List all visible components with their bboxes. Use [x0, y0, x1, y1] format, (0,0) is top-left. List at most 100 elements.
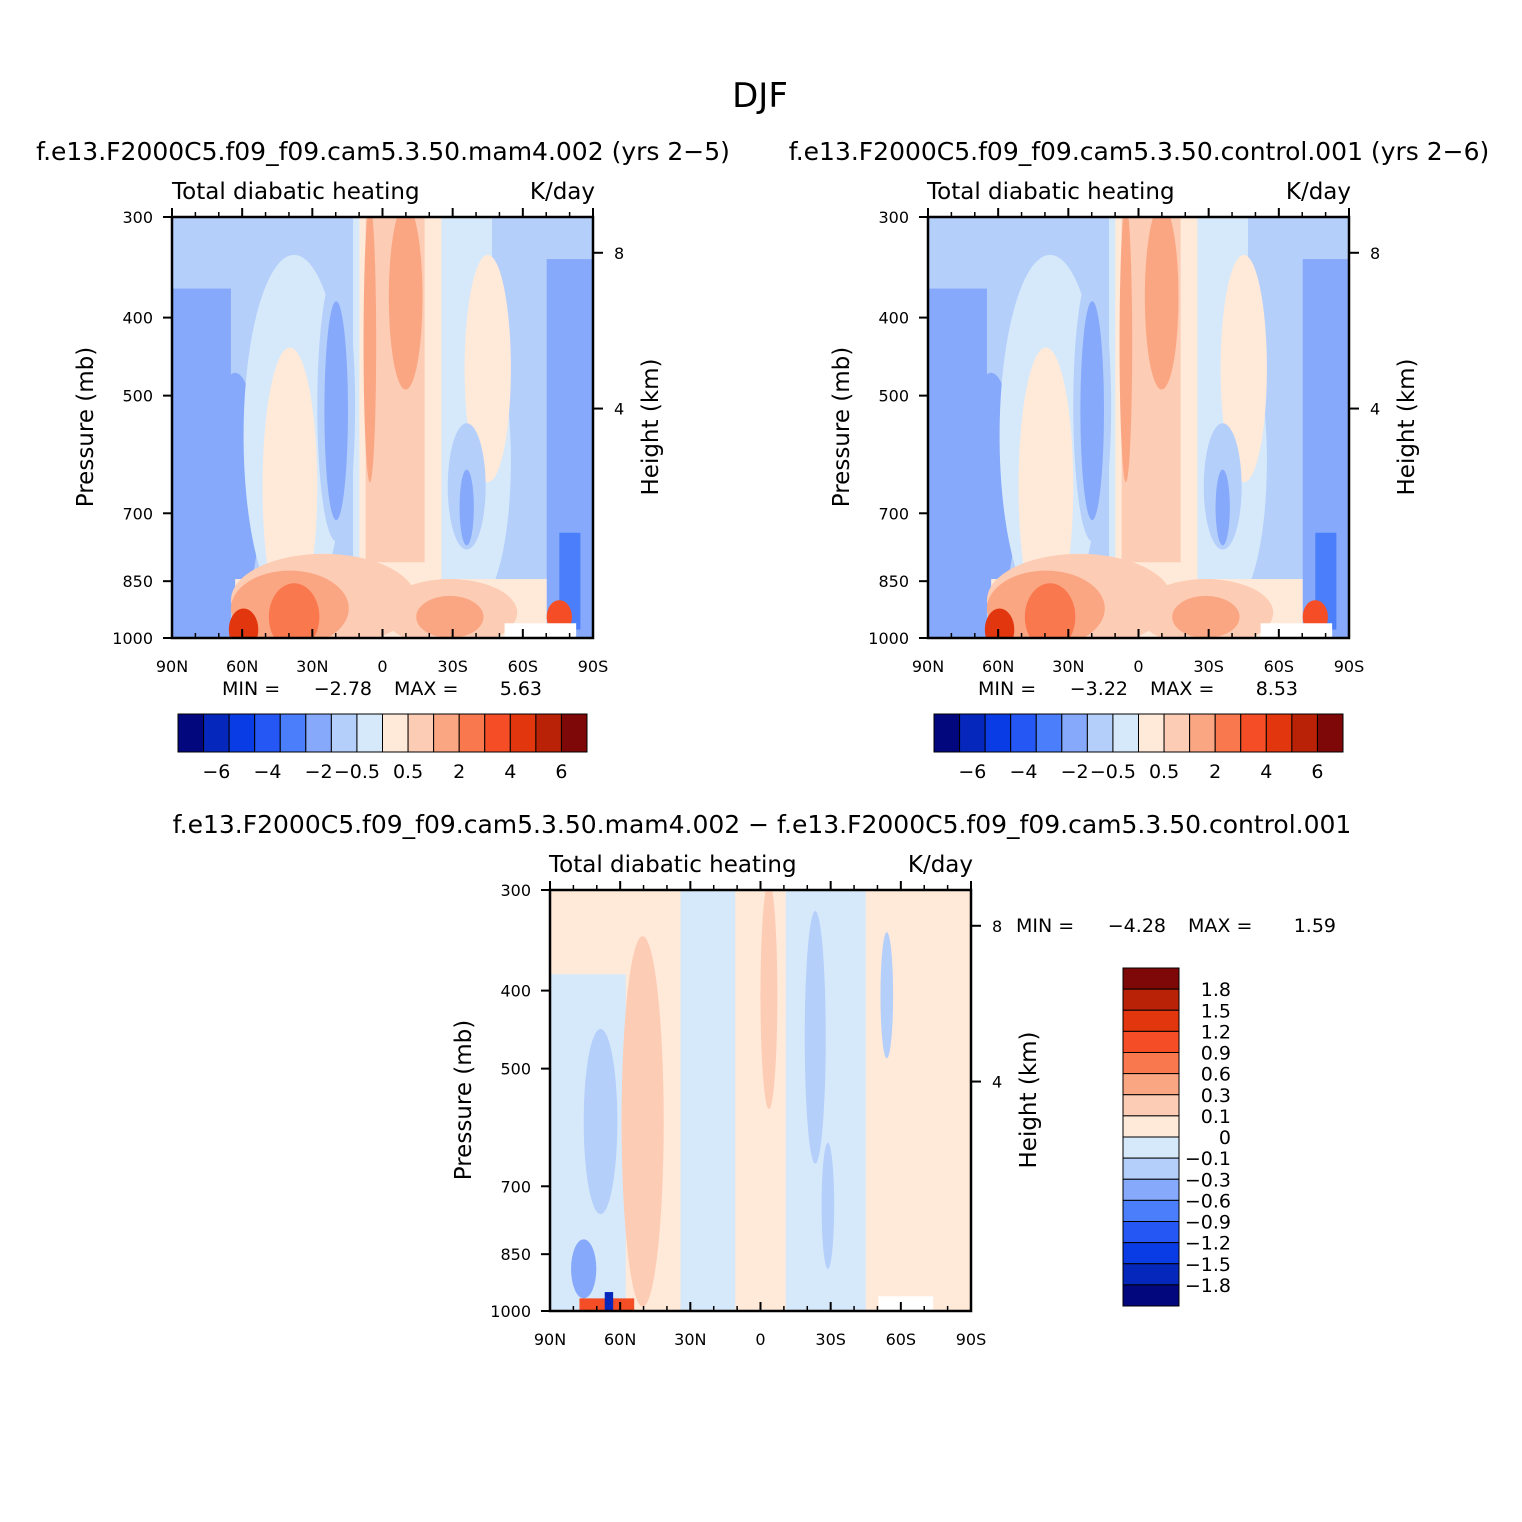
x-tick-label: 30S: [1193, 657, 1224, 676]
x-tick-label: 60N: [604, 1330, 636, 1349]
colorbar-label: 2: [453, 761, 465, 783]
x-tick-label: 60N: [982, 657, 1014, 676]
colorbar-box: [305, 713, 332, 753]
field-itcz-core: [388, 217, 423, 390]
y2-tick-label: 8: [614, 244, 624, 263]
colorbar-label: −1.5: [1185, 1254, 1231, 1276]
x-tick-label: 30N: [674, 1330, 706, 1349]
panel-control-units: K/day: [1286, 179, 1351, 205]
colorbar-box: [1122, 1284, 1180, 1307]
y-tick-label: 500: [122, 387, 153, 406]
panel-control-max-value: 8.53: [1256, 678, 1298, 700]
colorbar-label: −0.5: [334, 761, 380, 783]
colorbar-box: [560, 713, 588, 753]
x-tick-label: 30N: [296, 657, 328, 676]
colorbar-box: [1163, 713, 1191, 753]
panel-difference-title: f.e13.F2000C5.f09_f09.cam5.3.50.mam4.002…: [173, 810, 1352, 839]
panel-mam4-ylabel: Pressure (mb): [73, 347, 99, 507]
colorbar-label: 4: [504, 761, 516, 783]
colorbar-box: [203, 713, 230, 753]
colorbar-label: 0.1: [1201, 1106, 1231, 1128]
colorbar-label: 6: [1311, 761, 1323, 783]
colorbar-box: [1240, 713, 1267, 753]
panel-mam4-left-label: Total diabatic heating: [171, 179, 420, 205]
y-tick-label: 500: [500, 1060, 531, 1079]
colorbar-box: [458, 713, 486, 753]
panel-mam4-plot: 90N 60N 30N 0 30S 60S 90S 300 400 500 700 850 1000 8 4: [112, 208, 624, 676]
field-pbl-core: [1024, 583, 1076, 638]
panel-control-plot: 90N 60N 30N 0 30S 60S 90S 300 400 500 700 850 1000 8 4: [868, 208, 1380, 676]
panel-difference-left-label: Total diabatic heating: [548, 852, 797, 878]
colorbar-box: [1291, 713, 1318, 753]
x-tick-label: 0: [1133, 657, 1143, 676]
field-sh-pbl-core: [416, 595, 484, 638]
colorbar-box: [356, 713, 383, 753]
y-tick-label: 300: [878, 208, 909, 227]
y-tick-label: 1000: [490, 1302, 531, 1321]
x-tick-label: 0: [377, 657, 387, 676]
panel-mam4-y2label: Height (km): [638, 358, 664, 495]
colorbar-label: 6: [555, 761, 567, 783]
y-tick-label: 850: [122, 572, 153, 591]
field-subtropic-warm: [464, 254, 511, 483]
field-midlat-negative: [680, 890, 736, 1311]
colorbar-box: [1061, 713, 1088, 753]
panel-mam4-max-label: MAX =: [394, 678, 458, 700]
colorbar-box: [535, 713, 562, 753]
field-missing-data: [1260, 623, 1333, 638]
colorbar-box: [1112, 713, 1139, 753]
colorbar-label: 0.5: [393, 761, 423, 783]
field-nh-surface-negative: [571, 1239, 597, 1299]
field-sh-negative: [880, 932, 894, 1059]
contour-field: [172, 217, 593, 638]
colorbar-label: −4: [253, 761, 281, 783]
panel-control-left-label: Total diabatic heating: [926, 179, 1175, 205]
x-tick-label: 60S: [1264, 657, 1295, 676]
colorbar-box: [1138, 713, 1165, 753]
colorbar-box: [1122, 1136, 1180, 1159]
x-tick-label: 60S: [886, 1330, 917, 1349]
colorbar-label: −2: [305, 761, 333, 783]
colorbar-box: [1122, 1263, 1180, 1286]
panel-control-min-value: −3.22: [1070, 678, 1128, 700]
panel-difference: f.e13.F2000C5.f09_f09.cam5.3.50.mam4.002…: [173, 810, 1352, 1349]
panel-difference-y2label: Height (km): [1016, 1031, 1042, 1168]
x-tick-label: 90N: [912, 657, 944, 676]
panel-control-y2label: Height (km): [1394, 358, 1420, 495]
colorbar-label: 1.2: [1201, 1021, 1231, 1043]
y-tick-label: 700: [122, 504, 153, 523]
colorbar-label: 0: [1219, 1127, 1231, 1149]
field-equator-positive: [760, 890, 778, 1109]
colorbar-label: −1.2: [1185, 1233, 1231, 1255]
colorbar-box: [1122, 1199, 1180, 1222]
colorbar-box: [279, 713, 307, 753]
x-tick-label: 90S: [1334, 657, 1365, 676]
y-tick-label: 850: [878, 572, 909, 591]
y-tick-label: 400: [878, 309, 909, 328]
colorbar-box: [1189, 713, 1216, 753]
colorbar-box: [1010, 713, 1037, 753]
field-sh-subsidence-core: [1215, 469, 1230, 546]
x-tick-label: 90S: [578, 657, 609, 676]
colorbar-box: [1122, 1030, 1180, 1053]
panel-control-title: f.e13.F2000C5.f09_f09.cam5.3.50.control.…: [789, 137, 1490, 166]
panel-difference-min-value: −4.28: [1108, 915, 1166, 937]
y-tick-label: 1000: [868, 629, 909, 648]
panel-mam4-units: K/day: [530, 179, 595, 205]
colorbar-box: [433, 713, 460, 753]
colorbar-box: [1086, 713, 1114, 753]
field-subsidence-core: [1080, 301, 1104, 521]
field-sh-pbl-core: [1172, 595, 1240, 638]
y2-tick-label: 4: [614, 400, 624, 419]
colorbar-label: −0.6: [1185, 1190, 1231, 1212]
panel-difference-colorbar: 1.81.51.20.90.60.30.10−0.1−0.3−0.6−0.9−1…: [1122, 967, 1231, 1307]
colorbar-label: 0.5: [1149, 761, 1179, 783]
colorbar-box: [1122, 1221, 1180, 1244]
contour-field: [550, 890, 971, 1311]
panel-control: f.e13.F2000C5.f09_f09.cam5.3.50.control.…: [789, 137, 1490, 783]
panel-difference-max-value: 1.59: [1294, 915, 1336, 937]
colorbar-box: [407, 713, 435, 753]
panel-mam4-colorbar: −6 −4 −2 −0.5 0.5 2 4 6: [177, 713, 588, 783]
y-tick-label: 300: [122, 208, 153, 227]
colorbar-box: [177, 713, 205, 753]
